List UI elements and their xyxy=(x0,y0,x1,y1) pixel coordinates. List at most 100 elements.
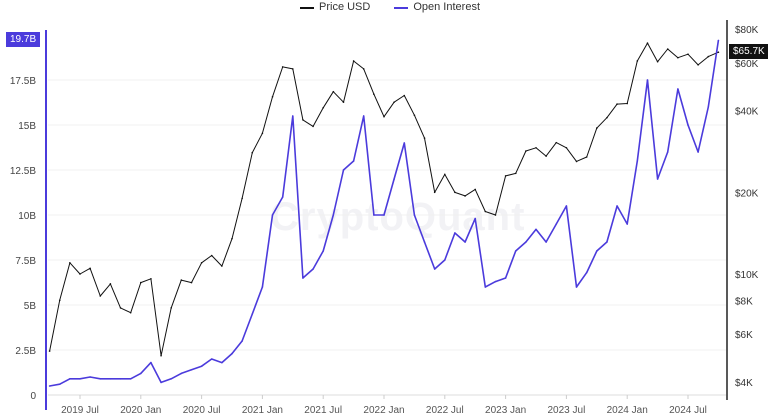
price-point xyxy=(170,307,172,309)
price-point xyxy=(190,281,193,284)
open-interest-point xyxy=(717,39,720,42)
price-point xyxy=(271,95,274,98)
x-tick-label: 2024 Jul xyxy=(669,405,707,416)
open-interest-point xyxy=(484,286,487,288)
open-interest-point xyxy=(474,217,477,220)
price-point xyxy=(322,106,325,109)
price-point xyxy=(545,155,547,157)
open-interest-point xyxy=(677,88,679,90)
right-tick-label: $60K xyxy=(735,59,759,70)
price-point xyxy=(626,102,628,105)
price-point xyxy=(474,188,477,191)
right-tick-label: $8K xyxy=(735,296,753,307)
x-tick-label: 2020 Jan xyxy=(120,405,161,416)
open-interest-point xyxy=(403,142,406,144)
open-interest-point xyxy=(393,178,395,180)
price-point xyxy=(596,127,598,129)
legend: Price USD Open Interest xyxy=(300,1,480,14)
open-interest-point xyxy=(504,277,507,279)
open-interest-point xyxy=(119,378,122,380)
price-point xyxy=(302,119,304,121)
open-interest-line xyxy=(49,40,720,387)
open-interest-point xyxy=(170,378,172,380)
price-point xyxy=(514,172,517,175)
open-interest-point xyxy=(555,223,558,225)
open-interest-point xyxy=(200,365,203,368)
legend-item-open-interest[interactable]: Open Interest xyxy=(394,1,480,14)
open-interest-current-badge: 19.7B xyxy=(6,32,41,47)
open-interest-point xyxy=(433,268,436,270)
open-interest-point xyxy=(251,313,254,315)
open-interest-point xyxy=(464,241,466,243)
price-point xyxy=(99,295,102,297)
price-point xyxy=(221,265,223,267)
price-point xyxy=(555,141,558,144)
price-point xyxy=(332,90,335,93)
open-interest-point xyxy=(565,205,568,207)
x-tick-label: 2024 Jan xyxy=(607,405,648,416)
open-interest-point xyxy=(140,372,142,375)
open-interest-point xyxy=(322,250,325,252)
open-interest-point xyxy=(292,115,294,117)
open-interest-point xyxy=(150,361,152,364)
price-point xyxy=(393,101,395,103)
price-point xyxy=(656,60,659,63)
open-interest-point xyxy=(616,205,618,207)
open-interest-point xyxy=(575,286,578,288)
open-interest-point xyxy=(444,259,446,261)
price-point xyxy=(525,150,527,152)
open-interest-point xyxy=(210,358,213,360)
open-interest-point xyxy=(281,196,284,198)
open-interest-point xyxy=(58,383,61,386)
open-interest-point xyxy=(383,214,385,216)
price-point xyxy=(454,191,456,194)
open-interest-point xyxy=(596,250,598,252)
open-interest-point xyxy=(606,241,608,243)
price-swatch-icon xyxy=(300,6,314,9)
price-point xyxy=(292,68,294,70)
open-interest-point xyxy=(160,381,162,384)
open-interest-point xyxy=(454,232,456,234)
legend-price: Price USD xyxy=(319,1,371,13)
price-point xyxy=(697,64,699,66)
open-interest-point xyxy=(413,214,416,216)
price-point xyxy=(464,195,466,197)
open-interest-point xyxy=(89,376,91,378)
open-interest-point xyxy=(48,385,51,387)
open-interest-point xyxy=(302,277,304,279)
left-tick-label: 10B xyxy=(18,211,36,222)
open-interest-point xyxy=(423,241,426,243)
price-point xyxy=(150,278,152,280)
price-line xyxy=(49,42,719,357)
price-point xyxy=(433,191,436,194)
open-interest-swatch-icon xyxy=(394,6,409,9)
open-interest-point xyxy=(545,241,547,243)
price-point xyxy=(494,214,497,216)
open-interest-point xyxy=(646,79,649,81)
legend-item-price[interactable]: Price USD xyxy=(300,1,370,14)
price-point xyxy=(140,281,142,284)
open-interest-point xyxy=(332,214,335,216)
price-point xyxy=(606,116,608,119)
price-point xyxy=(535,146,537,149)
price-point xyxy=(48,350,51,352)
left-tick-label: 7.5B xyxy=(15,256,36,267)
price-point xyxy=(504,175,507,177)
left-tick-label: 17.5B xyxy=(10,76,36,87)
watermark: CryptoQuant xyxy=(270,195,526,239)
price-point xyxy=(423,137,426,139)
price-point xyxy=(109,283,112,285)
price-point xyxy=(666,48,669,50)
price-point xyxy=(58,299,61,302)
price-point xyxy=(241,197,243,200)
price-point xyxy=(79,273,81,275)
x-tick-label: 2023 Jul xyxy=(547,405,585,416)
right-tick-label: $20K xyxy=(735,188,759,199)
x-tick-label: 2022 Jan xyxy=(363,405,404,416)
left-tick-label: 0 xyxy=(30,391,36,402)
price-point xyxy=(251,151,254,154)
open-interest-point xyxy=(656,178,659,180)
open-interest-point xyxy=(666,151,669,153)
open-interest-point xyxy=(626,223,628,225)
